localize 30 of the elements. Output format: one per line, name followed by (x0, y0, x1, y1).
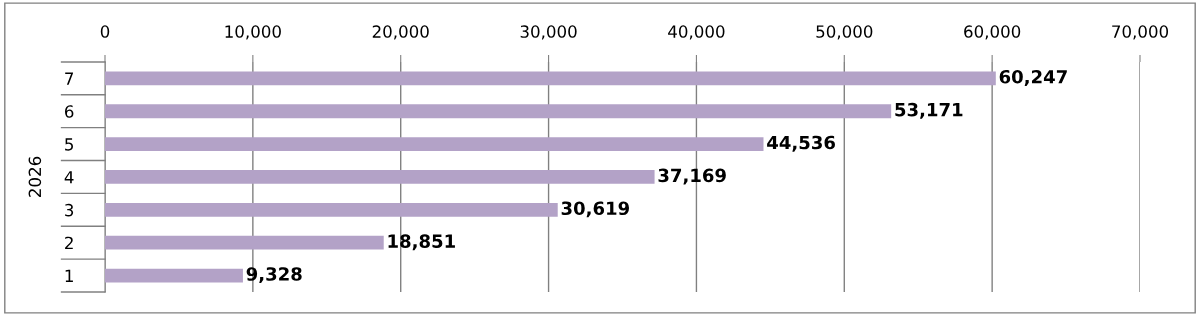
y-tick-label: 2 (65, 236, 73, 250)
data-label: 44,536 (767, 135, 835, 152)
y-axis-title: 2026 (28, 156, 42, 197)
bar (105, 170, 655, 184)
data-label: 37,169 (658, 168, 726, 185)
data-label: 30,619 (561, 201, 630, 218)
y-tick-label: 6 (65, 105, 74, 118)
x-tick-label: 30,000 (520, 25, 577, 40)
x-tick-label: 70,000 (1112, 25, 1169, 40)
x-tick-label: 40,000 (668, 25, 725, 40)
x-tick-label: 50,000 (816, 25, 873, 40)
bar (105, 71, 996, 86)
data-label: 53,171 (895, 102, 963, 119)
y-tick-label: 5 (65, 138, 73, 151)
x-tick-label: 0 (100, 25, 110, 38)
data-label: 18,851 (388, 234, 455, 251)
bar (105, 235, 384, 250)
bar (105, 202, 558, 217)
y-tick-label: 4 (64, 171, 74, 184)
y-tick-label: 1 (65, 269, 73, 282)
y-tick-label: 3 (65, 203, 74, 217)
x-tick-label: 20,000 (372, 25, 429, 40)
data-label: 9,328 (246, 267, 302, 284)
bar (105, 137, 764, 151)
bar (105, 104, 892, 119)
y-tick-label: 7 (65, 72, 74, 85)
x-tick-label: 10,000 (225, 25, 281, 40)
data-label: 60,247 (999, 69, 1067, 86)
x-tick-label: 60,000 (964, 25, 1021, 40)
bar (105, 268, 243, 283)
